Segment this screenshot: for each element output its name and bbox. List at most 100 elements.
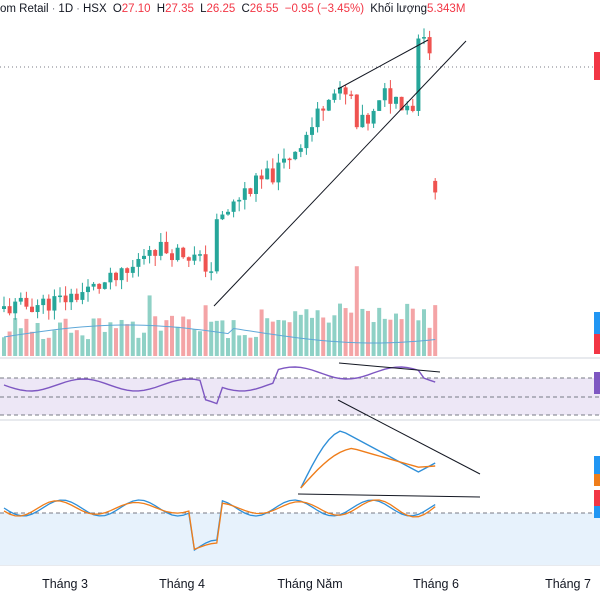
volume-bar: [158, 330, 163, 356]
volume-bar: [119, 319, 124, 356]
time-tick-label: Tháng 4: [159, 577, 205, 591]
volume-bar: [74, 330, 79, 356]
volume-bar: [242, 335, 247, 356]
volume-bar: [136, 337, 141, 356]
candle-body: [119, 268, 124, 281]
time-axis: Tháng 3 Tháng 4 Tháng Năm Tháng 6 Tháng 7: [42, 577, 591, 591]
candle-body: [63, 295, 68, 303]
volume-bar: [248, 337, 253, 356]
volume-bar: [265, 318, 270, 356]
time-tick-label: Tháng Năm: [277, 577, 342, 591]
volume-bar: [382, 318, 387, 356]
interval-label[interactable]: 1D: [58, 3, 74, 15]
volume-bar: [377, 307, 382, 356]
volume-bar: [282, 320, 286, 356]
candle-body: [186, 257, 191, 261]
candle-body: [7, 306, 12, 314]
volume-bar: [410, 308, 415, 356]
volume-bar: [254, 336, 258, 356]
stoch-d-line: [3, 499, 436, 551]
candle-body: [226, 211, 230, 215]
volume-bar: [298, 314, 303, 356]
open-label: O: [112, 3, 122, 15]
candle-body: [422, 37, 426, 39]
trendline: [338, 362, 441, 373]
volume-bar: [7, 331, 12, 356]
rsi-band: [0, 378, 600, 415]
volume-bar: [422, 309, 426, 356]
candle-body: [102, 282, 107, 289]
close-label: C: [241, 3, 250, 15]
candle-body: [310, 127, 314, 135]
candle-body: [18, 297, 23, 302]
volume-bar: [231, 320, 236, 356]
scale-marker: [594, 312, 600, 336]
candle-body: [371, 110, 376, 124]
volume-value: 5.343M: [427, 3, 466, 15]
candle-body: [175, 247, 180, 261]
candle-body: [147, 250, 152, 256]
candle-body: [164, 241, 169, 254]
volume-bar: [226, 338, 230, 356]
time-tick-label: Tháng 6: [413, 577, 459, 591]
volume-bar: [270, 321, 275, 356]
candle-body: [282, 158, 286, 163]
volume-bar: [427, 327, 432, 356]
candle-body: [298, 148, 303, 152]
volume-bar: [405, 303, 410, 356]
trendlines[interactable]: [213, 39, 481, 498]
candle-body: [377, 100, 382, 111]
stoch-band: [0, 513, 600, 565]
volume-bar: [349, 312, 354, 356]
candle-body: [125, 268, 130, 273]
volume-bar: [338, 303, 342, 356]
candle-body: [130, 266, 135, 273]
candle-body: [142, 255, 146, 259]
candle-body: [366, 114, 370, 124]
scale-marker: [594, 490, 600, 514]
volume-bar: [69, 332, 74, 356]
candle-body: [69, 293, 74, 303]
rsi-line: [3, 366, 436, 405]
candle-body: [58, 295, 62, 298]
candle-body: [97, 283, 102, 289]
volume-bar: [181, 316, 186, 356]
candle-body: [80, 292, 85, 300]
candle-body: [338, 87, 342, 94]
candle-body: [343, 87, 348, 95]
candle-body: [35, 305, 40, 313]
candle-body: [181, 247, 186, 258]
volume-bar: [130, 321, 135, 356]
open-value: 27.10: [121, 3, 151, 15]
time-tick-label: Tháng 7: [545, 577, 591, 591]
candle-body: [52, 296, 57, 311]
volume-bar: [175, 326, 180, 356]
volume-bar: [360, 308, 365, 356]
volume-bar: [24, 318, 29, 356]
volume-bar: [52, 330, 57, 356]
volume-bar: [80, 335, 85, 356]
volume-bar: [399, 319, 404, 356]
candle-body: [416, 38, 421, 111]
candle-body: [13, 301, 18, 314]
candle-body: [203, 254, 208, 272]
volume-bars: [2, 266, 438, 356]
volume-bar: [114, 328, 118, 356]
candle-body: [231, 201, 236, 212]
volume-bar: [214, 320, 219, 356]
volume-bar: [153, 316, 158, 356]
volume-bar: [354, 266, 359, 356]
candle-body: [24, 297, 29, 307]
volume-bar: [332, 315, 337, 356]
high-value: 27.35: [165, 3, 194, 15]
candle-body: [270, 168, 275, 183]
volume-bar: [198, 331, 202, 356]
candle-body: [242, 188, 247, 200]
candle-body: [349, 94, 354, 96]
volume-bar: [220, 320, 225, 356]
low-label: L: [200, 3, 207, 15]
candle-body: [91, 283, 96, 287]
candle-body: [427, 37, 432, 54]
candle-body: [248, 188, 253, 194]
